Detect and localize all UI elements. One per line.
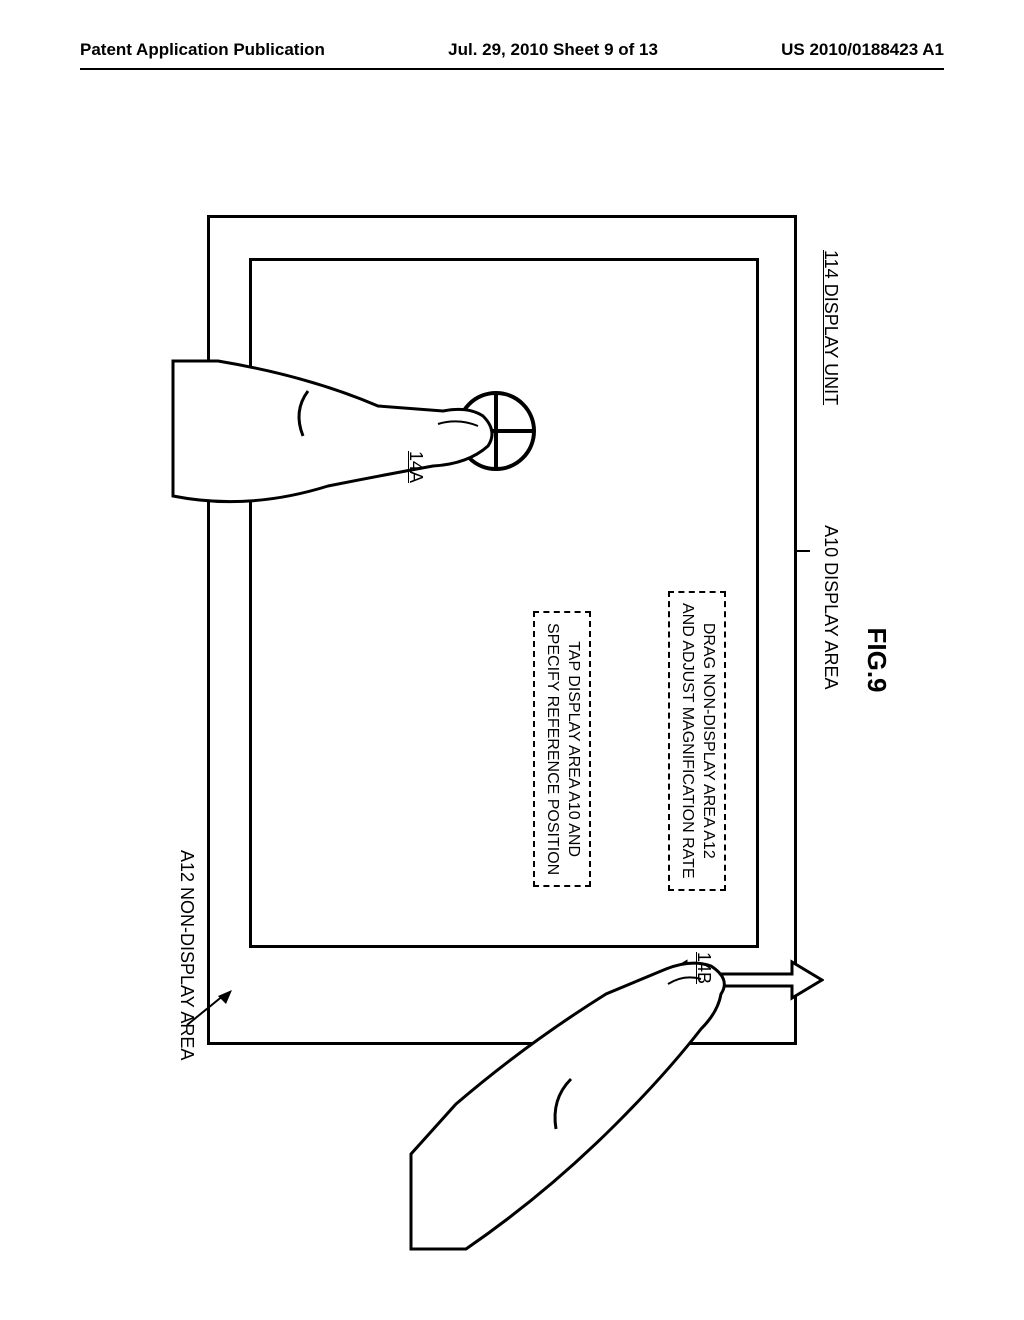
callout-tap: TAP DISPLAY AREA A10 AND SPECIFY REFEREN… — [533, 611, 591, 887]
finger-a-icon — [163, 356, 508, 616]
header-left: Patent Application Publication — [80, 40, 325, 60]
finger-a-label: 14A — [405, 451, 426, 483]
patent-header: Patent Application Publication Jul. 29, … — [80, 40, 944, 70]
callout-tap-line1: TAP DISPLAY AREA A10 AND — [562, 623, 583, 875]
non-display-area-label: A12 NON-DISPLAY AREA — [176, 850, 197, 1060]
inner-display-rect: DRAG NON-DISPLAY AREA A12 AND ADJUST MAG… — [249, 258, 759, 948]
callout-drag-line1: DRAG NON-DISPLAY AREA A12 — [697, 603, 718, 879]
callout-drag-line2: AND ADJUST MAGNIFICATION RATE — [676, 603, 697, 879]
callout-drag: DRAG NON-DISPLAY AREA A12 AND ADJUST MAG… — [668, 591, 726, 891]
finger-b-icon — [401, 954, 746, 1254]
display-unit-label: 114 DISPLAY UNIT — [820, 250, 841, 405]
display-area-label: A10 DISPLAY AREA — [820, 525, 841, 689]
callout-tap-line2: SPECIFY REFERENCE POSITION — [541, 623, 562, 875]
outer-display-rect: DRAG NON-DISPLAY AREA A12 AND ADJUST MAG… — [207, 215, 797, 1045]
figure-9: FIG.9 114 DISPLAY UNIT A10 DISPLAY AREA … — [132, 150, 892, 1170]
header-center: Jul. 29, 2010 Sheet 9 of 13 — [448, 40, 658, 60]
finger-b-label: 14B — [693, 952, 714, 984]
figure-title: FIG.9 — [861, 150, 892, 1170]
top-labels: 114 DISPLAY UNIT A10 DISPLAY AREA — [820, 250, 841, 1170]
header-right: US 2010/0188423 A1 — [781, 40, 944, 60]
